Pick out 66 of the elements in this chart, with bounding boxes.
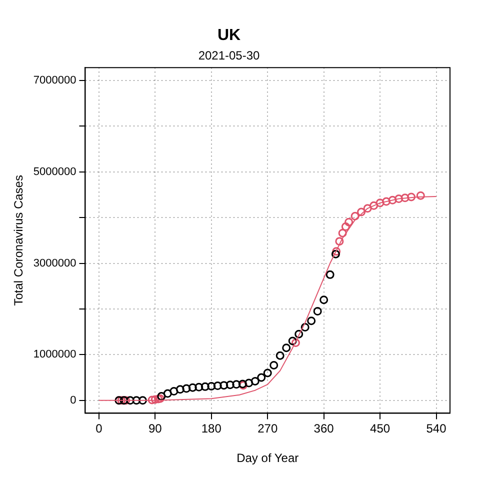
point (257, 373, 266, 382)
point (350, 212, 360, 220)
point (188, 383, 197, 392)
point (338, 228, 347, 238)
y-tick-label: 7000000 (33, 74, 76, 86)
point (207, 382, 216, 390)
point (320, 296, 328, 304)
x-tick-label: 540 (426, 422, 447, 436)
point (407, 192, 416, 202)
chart-title: UK (217, 27, 241, 44)
point (232, 380, 241, 389)
point (132, 396, 141, 405)
y-axis-title: Total Coronavirus Cases (12, 175, 26, 306)
point (148, 396, 156, 404)
point (382, 197, 391, 206)
point (341, 222, 350, 231)
y-tick-label: 1000000 (33, 348, 76, 361)
point (416, 191, 425, 200)
x-tick-label: 180 (201, 422, 222, 436)
point (344, 218, 354, 226)
point (331, 250, 340, 258)
point (370, 201, 378, 210)
x-tick-label: 0 (96, 422, 103, 436)
point (117, 396, 126, 405)
point (163, 389, 172, 398)
point (307, 316, 316, 326)
point (194, 382, 204, 392)
point (150, 395, 160, 404)
point (213, 382, 222, 390)
point (313, 307, 322, 316)
point (270, 360, 278, 370)
y-tick-label: 5000000 (33, 166, 76, 178)
point (326, 270, 334, 279)
point (294, 330, 304, 338)
point (357, 208, 366, 216)
chart-subtitle: 2021-05-30 (198, 48, 260, 63)
point (170, 387, 178, 396)
point (276, 351, 284, 360)
point (400, 194, 410, 202)
point (394, 194, 404, 204)
point (138, 396, 147, 405)
point (300, 323, 310, 332)
x-tick-label: 90 (148, 422, 162, 436)
point (376, 198, 384, 208)
point (126, 396, 134, 405)
x-axis-title: Day of Year (236, 451, 299, 466)
point (363, 204, 372, 213)
point (220, 381, 228, 390)
point (332, 247, 341, 256)
x-tick-label: 270 (258, 422, 278, 436)
point (244, 378, 254, 388)
point (288, 336, 297, 346)
point (182, 384, 191, 393)
point (200, 382, 210, 391)
y-tick-label: 3000000 (33, 257, 76, 270)
point (388, 196, 397, 204)
point (250, 376, 260, 386)
point (291, 338, 300, 348)
point (226, 380, 234, 390)
point (335, 237, 344, 246)
y-tick-label: 0 (70, 394, 76, 406)
point (263, 368, 272, 378)
x-tick-label: 450 (370, 422, 390, 436)
x-tick-label: 360 (314, 422, 334, 436)
point (282, 344, 291, 352)
point (176, 385, 184, 394)
